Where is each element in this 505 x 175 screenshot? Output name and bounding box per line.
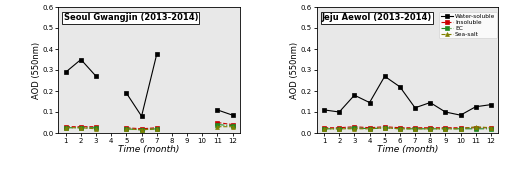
Sea-salt	[335, 128, 341, 130]
Line: EC: EC	[322, 126, 492, 131]
Sea-salt	[366, 128, 372, 130]
Insoluble	[396, 127, 402, 129]
EC	[426, 128, 432, 130]
EC	[381, 127, 387, 129]
Sea-salt	[472, 126, 478, 128]
Insoluble	[487, 127, 493, 129]
Insoluble	[320, 127, 326, 129]
Water-soluble	[396, 86, 402, 88]
Insoluble	[457, 127, 463, 129]
Sea-salt	[350, 128, 357, 130]
Sea-salt	[441, 128, 447, 130]
EC	[457, 128, 463, 130]
Line: Insoluble: Insoluble	[322, 125, 492, 130]
EC	[487, 128, 493, 130]
Water-soluble	[441, 111, 447, 113]
Water-soluble	[457, 114, 463, 116]
Insoluble	[381, 126, 387, 128]
EC	[472, 128, 478, 130]
Sea-salt	[320, 128, 326, 130]
EC	[320, 128, 326, 130]
X-axis label: Time (month): Time (month)	[376, 145, 437, 154]
Text: Seoul Gwangjin (2013-2014): Seoul Gwangjin (2013-2014)	[64, 13, 198, 22]
Water-soluble	[350, 94, 357, 96]
Line: Sea-salt: Sea-salt	[322, 125, 492, 131]
Insoluble	[335, 127, 341, 129]
Legend: Water-soluble, Insoluble, EC, Sea-salt: Water-soluble, Insoluble, EC, Sea-salt	[438, 12, 496, 38]
Water-soluble	[487, 104, 493, 106]
EC	[441, 128, 447, 130]
Water-soluble	[411, 107, 417, 109]
Insoluble	[441, 127, 447, 129]
Water-soluble	[426, 102, 432, 104]
Insoluble	[472, 127, 478, 129]
EC	[396, 128, 402, 130]
EC	[411, 128, 417, 130]
Water-soluble	[381, 75, 387, 77]
Line: Water-soluble: Water-soluble	[322, 74, 492, 117]
Sea-salt	[457, 128, 463, 130]
Text: Jeju Aewol (2013-2014): Jeju Aewol (2013-2014)	[321, 13, 431, 22]
Insoluble	[411, 127, 417, 129]
EC	[335, 128, 341, 130]
Y-axis label: AOD (550nm): AOD (550nm)	[289, 41, 298, 99]
Water-soluble	[335, 111, 341, 113]
Water-soluble	[472, 106, 478, 108]
X-axis label: Time (month): Time (month)	[118, 145, 179, 154]
Sea-salt	[426, 128, 432, 130]
Y-axis label: AOD (550nm): AOD (550nm)	[32, 41, 40, 99]
Insoluble	[350, 126, 357, 128]
Sea-salt	[381, 127, 387, 129]
Insoluble	[366, 127, 372, 129]
Sea-salt	[411, 128, 417, 130]
EC	[366, 128, 372, 130]
Water-soluble	[320, 109, 326, 111]
Water-soluble	[366, 102, 372, 104]
Sea-salt	[396, 128, 402, 130]
Insoluble	[426, 127, 432, 129]
EC	[350, 127, 357, 129]
Sea-salt	[487, 127, 493, 129]
